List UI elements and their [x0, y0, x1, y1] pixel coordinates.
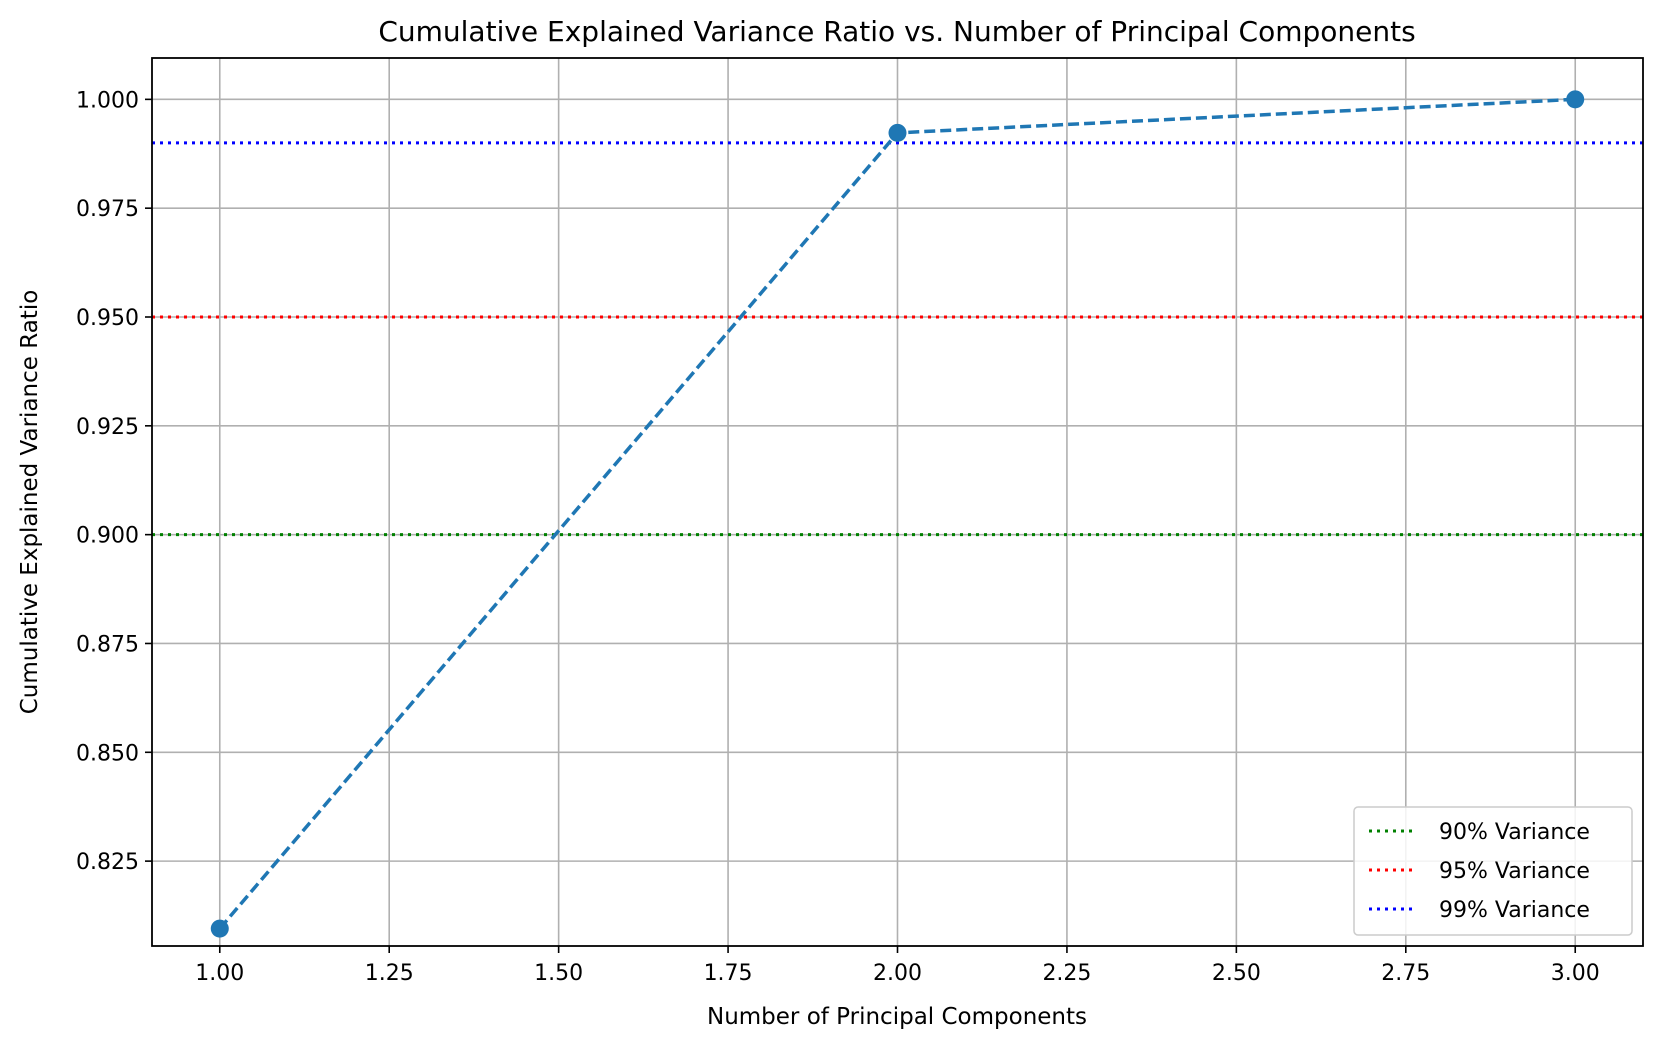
x-tick-label: 1.75 — [704, 961, 753, 986]
x-axis-label: Number of Principal Components — [707, 1004, 1087, 1030]
legend-entry-90-variance: 90% Variance — [1369, 820, 1590, 845]
tick-marks-and-labels: 1.00 1.25 1.50 1.75 2.00 2.25 2.50 2.75 3.00 0.82… — [76, 88, 1600, 986]
x-tick-label: 2.75 — [1381, 961, 1430, 986]
chart-title: Cumulative Explained Variance Ratio vs. … — [378, 15, 1415, 48]
x-tick-label: 2.50 — [1212, 961, 1261, 986]
y-tick-label: 0.975 — [76, 197, 139, 222]
legend-entry-99-variance: 99% Variance — [1369, 898, 1590, 923]
y-tick-label: 0.950 — [76, 306, 139, 331]
legend-label: 99% Variance — [1439, 898, 1590, 923]
series-layer — [210, 90, 1585, 938]
y-tick-label: 0.825 — [76, 850, 139, 875]
y-tick-label: 1.000 — [76, 88, 139, 113]
reference-lines — [152, 141, 1643, 537]
x-tick-label: 2.00 — [873, 961, 922, 986]
data-point — [1566, 90, 1585, 109]
legend-box — [1353, 806, 1633, 936]
y-axis-label: Cumulative Explained Variance Ratio — [17, 290, 43, 715]
legend-entry-95-variance: 95% Variance — [1369, 859, 1590, 884]
y-tick-label: 0.875 — [76, 632, 139, 657]
y-tick-label: 0.850 — [76, 741, 139, 766]
x-tick-label: 3.00 — [1551, 961, 1600, 986]
x-tick-label: 1.50 — [534, 961, 583, 986]
x-tick-label: 2.25 — [1042, 961, 1091, 986]
data-point — [888, 123, 907, 142]
data-point — [210, 919, 229, 938]
legend-label: 95% Variance — [1439, 859, 1590, 884]
y-tick-label: 0.900 — [76, 524, 139, 549]
x-tick-label: 1.25 — [365, 961, 414, 986]
legend: 90% Variance 95% Variance 99% Variance — [1353, 806, 1633, 936]
y-tick-label: 0.925 — [76, 415, 139, 440]
legend-label: 90% Variance — [1439, 820, 1590, 845]
x-tick-label: 1.00 — [195, 961, 244, 986]
